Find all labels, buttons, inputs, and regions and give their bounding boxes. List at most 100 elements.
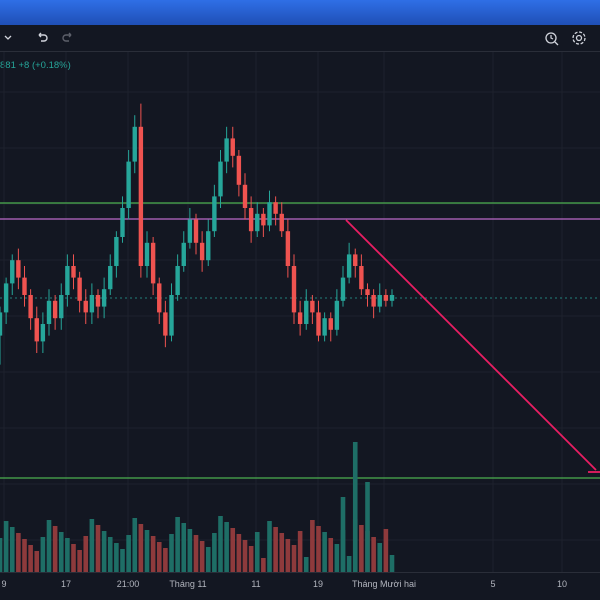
volume-bar [291,545,297,572]
candle-body [359,266,364,290]
volume-bar [126,535,131,572]
candle-body [3,283,9,313]
candle-body [59,295,64,319]
candle-body [114,237,119,266]
candle-body [28,295,33,319]
volume-bar [114,543,119,572]
volume-bar [132,518,138,572]
candlestick-chart[interactable] [0,52,600,572]
candle-body [261,213,266,226]
candle-body [224,138,229,162]
volume-bar [71,544,76,572]
volume-bar [273,527,278,572]
candle-body [389,295,395,301]
candles [0,103,395,365]
volume-bar [267,521,272,572]
volume-bar [285,539,291,572]
candle-body [132,126,137,162]
candle-body [126,161,131,208]
volume-bar [236,534,242,572]
candle-body [212,196,217,232]
candle-body [304,300,309,324]
candle-body [218,161,223,197]
candle-body [255,213,260,232]
candle-body [353,254,358,266]
candle-body [193,219,199,243]
volume-bar [242,540,248,572]
candle-body [285,231,291,266]
chart-grid [0,52,600,572]
undo-icon[interactable] [32,28,52,48]
candle-body [328,318,333,330]
volume-bar [150,536,156,572]
candle-body [157,283,162,313]
time-axis-label: 10 [556,579,568,589]
volume-bar [383,529,389,572]
volume-bar [77,550,82,572]
trendline [345,219,600,473]
volume-bar [169,534,174,572]
candle-body [65,266,70,295]
volume-bar [138,524,144,572]
candle-body [77,277,82,301]
gear-icon[interactable] [568,28,590,48]
volume-bar [187,529,193,572]
candle-body [83,300,88,313]
candle-body [187,219,193,243]
volume-bar [316,526,321,572]
candle-body [16,260,21,278]
candle-body [371,295,376,307]
candle-body [120,208,125,237]
candle-body [101,289,107,307]
volume-bar [89,519,95,572]
volume-bar [52,526,58,572]
volume-bar [16,533,21,572]
volume-bar [310,520,315,572]
candle-body [248,208,254,232]
time-axis-label: 5 [490,579,496,589]
candle-body [52,300,58,319]
candle-body [230,138,235,156]
candle-body [138,126,144,266]
candle-body [0,312,3,336]
volume-bar-spike [352,442,358,572]
redo-icon[interactable] [58,28,78,48]
volume-bar [22,539,27,572]
volume-bar [359,525,364,572]
volume-bar-spike [365,482,370,572]
volume-bar [175,517,180,572]
volume-bar [261,558,266,572]
snapshot-icon[interactable] [542,28,562,48]
candle-body [40,324,46,342]
candle-body [34,318,39,342]
candle-body [310,300,315,313]
volume-bar [377,543,383,572]
candle-body [236,155,242,185]
candle-body [383,295,389,301]
candle-body [334,300,340,330]
candle-body [22,277,27,295]
time-axis-label: Tháng Mười hai [352,579,416,589]
candle-body [181,242,186,266]
candle-body [206,231,211,261]
candle-body [340,277,346,301]
volume-bar [193,535,199,572]
volume-bar [34,551,40,572]
volume-bar [181,523,187,572]
time-axis-label: 21:00 [116,579,140,589]
candle-body [267,202,272,226]
candle-body [291,266,297,313]
price-change-legend: 881 +8 (+0.18%) [0,60,71,71]
volume-bar [46,520,52,572]
volume-bar [65,538,70,572]
volume-bar [120,549,125,572]
volume-bar [3,521,9,572]
volume-bar [9,527,15,572]
chevron-down-icon[interactable] [0,28,16,48]
candle-body [279,213,284,232]
time-axis-label: Tháng 11 [169,579,207,589]
volume-bar [101,531,107,572]
volume-bar [279,533,285,572]
candle-body [71,266,76,278]
time-axis-label: 11 [251,579,261,589]
